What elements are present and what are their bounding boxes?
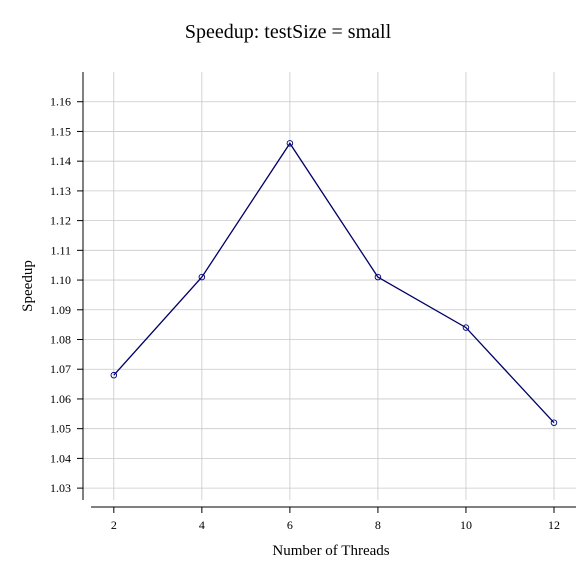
y-tick-label: 1.14	[50, 154, 71, 168]
y-tick-label: 1.06	[50, 392, 71, 406]
x-ticks: 2 4 6 8 10 12	[111, 507, 560, 532]
y-tick-label: 1.12	[50, 214, 71, 228]
y-tick-label: 1.07	[50, 362, 71, 376]
y-tick-label: 1.09	[50, 303, 71, 317]
data-point	[198, 273, 206, 281]
x-tick-label: 12	[548, 518, 560, 532]
y-tick-label: 1.03	[50, 481, 71, 495]
y-tick-label: 1.05	[50, 422, 71, 436]
y-tick-label: 1.10	[50, 273, 71, 287]
data-point	[110, 371, 118, 379]
y-axis-label: Speedup	[20, 260, 36, 312]
x-axis-label: Number of Threads	[272, 543, 389, 559]
axes	[82, 72, 576, 508]
data-point	[462, 324, 470, 331]
x-tick-label: 10	[460, 518, 472, 532]
data-point	[374, 273, 382, 281]
gridlines	[83, 72, 576, 500]
series-line	[113, 142, 555, 424]
x-tick-label: 8	[375, 518, 381, 532]
y-tick-label: 1.11	[50, 243, 71, 257]
x-tick-label: 2	[111, 518, 117, 532]
y-tick-label: 1.16	[50, 95, 71, 109]
series	[110, 140, 558, 426]
y-tick-label: 1.08	[50, 333, 71, 347]
x-tick-label: 4	[199, 518, 205, 532]
data-point	[286, 140, 294, 147]
chart-title: Speedup: testSize = small	[185, 21, 392, 43]
x-tick-label: 6	[287, 518, 293, 532]
y-tick-label: 1.13	[50, 184, 71, 198]
y-tick-label: 1.04	[50, 451, 71, 465]
y-ticks: 1.03 1.04 1.05 1.06 1.07 1.08 1.09 1.10 1.11 1.12…	[50, 95, 83, 495]
data-point	[550, 419, 558, 426]
y-tick-label: 1.15	[50, 124, 71, 138]
